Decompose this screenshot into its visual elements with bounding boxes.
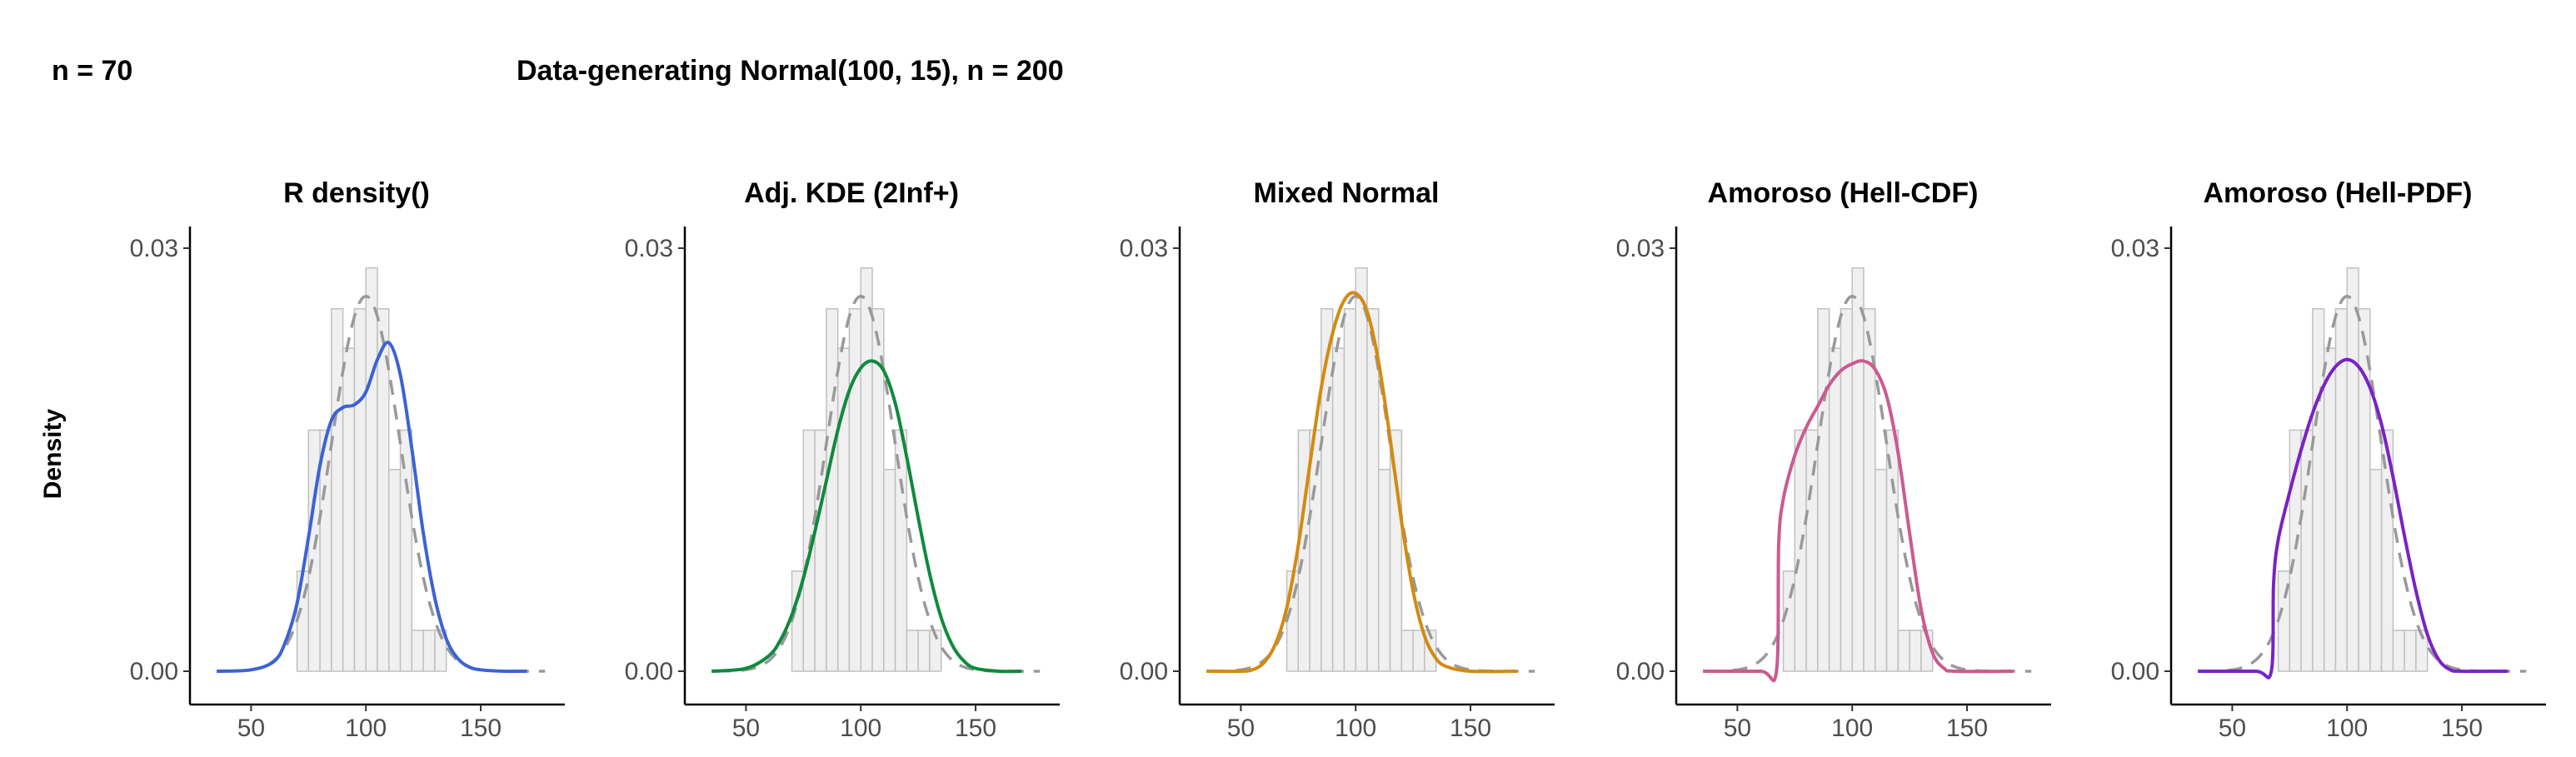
histogram-bar xyxy=(2392,630,2405,672)
x-tick-label: 150 xyxy=(2441,715,2483,742)
histogram-bar xyxy=(1309,429,1322,672)
x-tick-label: 150 xyxy=(1450,715,1491,742)
y-tick-label: 0.03 xyxy=(625,235,673,262)
histogram-bar xyxy=(929,630,942,672)
histogram-bar xyxy=(1817,308,1830,672)
histogram-bar xyxy=(906,630,919,672)
histogram-bar xyxy=(1828,347,1842,672)
x-tick-label: 100 xyxy=(840,715,881,742)
fitted-density-curve xyxy=(2198,357,2509,680)
histogram-bar xyxy=(399,429,413,672)
histogram-bar xyxy=(388,469,402,672)
histogram-bar xyxy=(860,266,873,672)
panel-1: R density() 0.00 0.03 50 100 150 xyxy=(130,177,565,742)
histogram-bar xyxy=(434,630,447,672)
histogram-bar xyxy=(1378,469,1391,672)
histogram-bar xyxy=(894,429,908,672)
histogram-bar xyxy=(2404,630,2417,672)
x-tick-label: 50 xyxy=(732,715,760,742)
fitted-density-curve xyxy=(217,341,527,674)
histogram-bar xyxy=(1331,347,1345,672)
x-tick-label: 150 xyxy=(460,715,502,742)
histogram-bar xyxy=(1805,429,1819,672)
panel-2: Adj. KDE (2Inf+) 0.00 0.03 50 100 150 xyxy=(625,177,1060,742)
panel-title: Amoroso (Hell-CDF) xyxy=(1708,177,1979,209)
histogram-bar xyxy=(1875,469,1888,672)
panel-3: Mixed Normal 0.00 0.03 50 100 150 xyxy=(1120,177,1555,742)
x-tick-label: 100 xyxy=(2326,715,2368,742)
histogram-bar xyxy=(342,347,356,672)
histogram-bar xyxy=(422,630,436,672)
main-title: Data-generating Normal(100, 15), n = 200 xyxy=(517,55,1064,87)
panel-title: R density() xyxy=(283,177,430,209)
histogram-bar xyxy=(2323,347,2337,672)
panel-4: Amoroso (Hell-CDF) 0.00 0.03 50 100 150 xyxy=(1616,177,2051,742)
histogram-bar xyxy=(1851,266,1865,672)
panel-5: Amoroso (Hell-PDF) 0.00 0.03 50 100 150 xyxy=(2111,177,2546,742)
histogram-bar xyxy=(353,308,367,672)
histogram-bar xyxy=(814,429,827,672)
y-tick-label: 0.03 xyxy=(130,235,178,262)
x-tick-label: 50 xyxy=(1227,715,1255,742)
fitted-density-curve xyxy=(1703,359,2014,683)
x-tick-label: 50 xyxy=(1724,715,1751,742)
x-tick-label: 100 xyxy=(345,715,387,742)
sample-size-label: n = 70 xyxy=(52,55,133,87)
y-tick-label: 0.00 xyxy=(625,658,673,685)
histogram-bar xyxy=(411,630,424,672)
x-tick-label: 150 xyxy=(1946,715,1988,742)
histogram-bar xyxy=(1897,630,1910,672)
histogram-bar xyxy=(917,630,931,672)
histogram-bar xyxy=(826,308,839,672)
x-tick-label: 50 xyxy=(2219,715,2246,742)
x-tick-label: 50 xyxy=(237,715,265,742)
histogram-bar xyxy=(2369,469,2383,672)
histogram-bar xyxy=(2300,429,2314,672)
histogram-bar xyxy=(2415,630,2429,672)
histogram-bar xyxy=(1794,429,1807,672)
panel-title: Amoroso (Hell-PDF) xyxy=(2204,177,2473,209)
panel-title: Adj. KDE (2Inf+) xyxy=(744,177,959,209)
fitted-density-curve xyxy=(711,359,1022,674)
histogram-bar xyxy=(319,429,332,672)
y-tick-label: 0.03 xyxy=(1120,235,1168,262)
histogram-bar xyxy=(848,308,861,672)
y-tick-label: 0.00 xyxy=(1616,658,1665,685)
x-tick-label: 100 xyxy=(1831,715,1873,742)
y-tick-label: 0.03 xyxy=(2111,235,2159,262)
y-tick-label: 0.00 xyxy=(2111,658,2159,685)
histogram-bar xyxy=(883,469,896,672)
histogram-bar xyxy=(2346,266,2359,672)
panel-title: Mixed Normal xyxy=(1254,177,1440,209)
y-tick-label: 0.00 xyxy=(130,658,178,685)
histogram-bar xyxy=(365,266,378,672)
histogram-bar xyxy=(1400,630,1414,672)
histogram-bar xyxy=(1355,266,1368,672)
fitted-density-curve xyxy=(1206,291,1517,674)
histogram-bar xyxy=(1343,308,1356,672)
x-tick-label: 150 xyxy=(955,715,996,742)
histogram-bar xyxy=(1909,630,1922,672)
histogram-bar xyxy=(1885,429,1900,672)
y-tick-label: 0.00 xyxy=(1120,658,1168,685)
histogram-bar xyxy=(1412,630,1425,672)
x-tick-label: 100 xyxy=(1335,715,1376,742)
histogram-bar xyxy=(2312,308,2325,672)
histogram-bar xyxy=(331,308,344,672)
histogram-bar xyxy=(1389,429,1403,672)
y-tick-label: 0.03 xyxy=(1616,235,1665,262)
